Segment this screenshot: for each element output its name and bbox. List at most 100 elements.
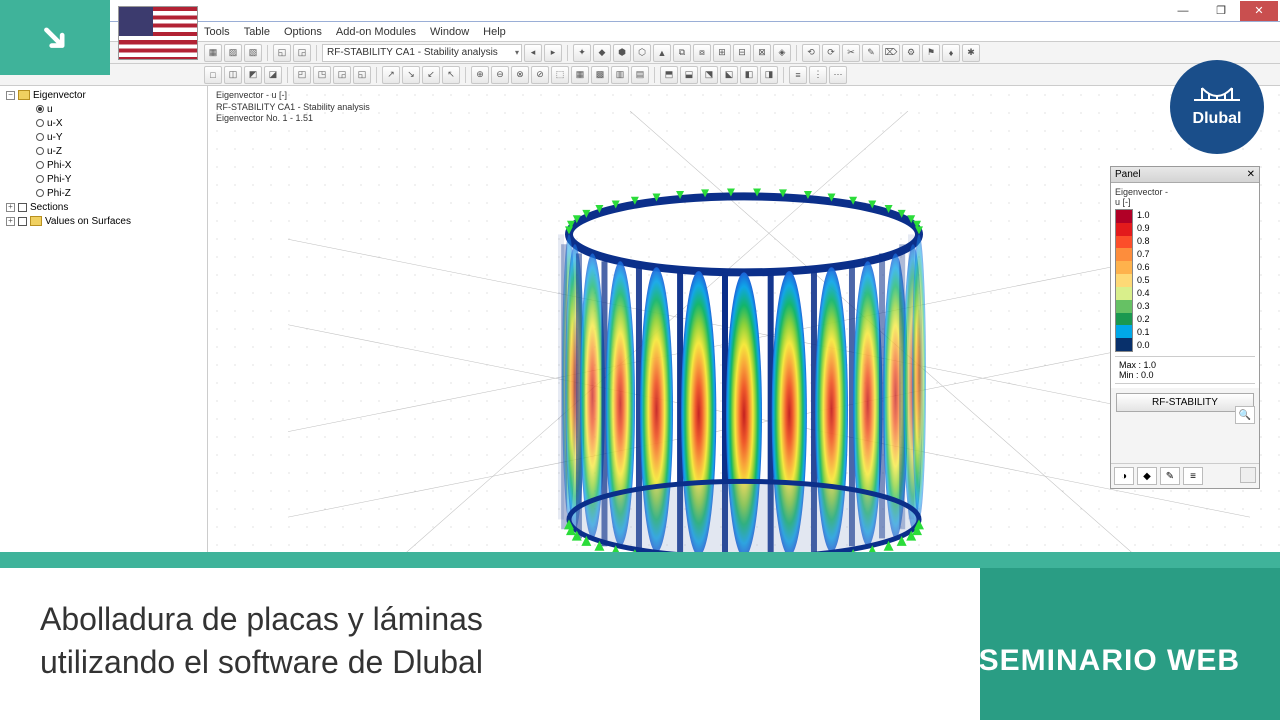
toolbar-button[interactable]: ⬕ — [720, 66, 738, 84]
toolbar-button[interactable]: ↗ — [382, 66, 400, 84]
menu-help[interactable]: Help — [483, 26, 506, 38]
toolbar-button[interactable]: ◲ — [293, 44, 311, 62]
panel-foot-button[interactable]: ✎ — [1160, 467, 1180, 485]
toolbar-button[interactable]: ◂ — [524, 44, 542, 62]
toolbar-button[interactable]: ◪ — [264, 66, 282, 84]
panel-foot-button[interactable]: ≡ — [1183, 467, 1203, 485]
tree-node-values[interactable]: + Values on Surfaces — [2, 214, 205, 228]
toolbar-button[interactable]: ⌦ — [882, 44, 900, 62]
expand-icon[interactable]: + — [6, 203, 15, 212]
toolbar-button[interactable]: ▨ — [224, 44, 242, 62]
menu-tools[interactable]: Tools — [204, 26, 230, 38]
toolbar-button[interactable]: ▤ — [631, 66, 649, 84]
toolbar-button[interactable]: ⊘ — [531, 66, 549, 84]
collapse-icon[interactable]: − — [6, 91, 15, 100]
window-maximize-button[interactable]: ❐ — [1202, 1, 1240, 21]
toolbar-button[interactable]: ◆ — [593, 44, 611, 62]
toolbar-button[interactable]: ▦ — [571, 66, 589, 84]
panel-foot-button[interactable]: ◆ — [1137, 467, 1157, 485]
toolbar-button[interactable]: ⬡ — [633, 44, 651, 62]
menu-window[interactable]: Window — [430, 26, 469, 38]
rf-stability-button[interactable]: RF-STABILITY — [1116, 393, 1254, 412]
panel-resize-grip[interactable] — [1240, 467, 1256, 483]
toolbar-button[interactable]: ⊗ — [511, 66, 529, 84]
panel-close-icon[interactable]: ✕ — [1247, 169, 1255, 180]
tree-item-u[interactable]: u — [2, 102, 205, 116]
toolbar-button[interactable]: ⊠ — [753, 44, 771, 62]
radio-icon[interactable] — [36, 161, 44, 169]
tree-item-ux[interactable]: u-X — [2, 116, 205, 130]
window-minimize-button[interactable]: — — [1164, 1, 1202, 21]
toolbar-button[interactable]: ◨ — [760, 66, 778, 84]
menu-table[interactable]: Table — [244, 26, 270, 38]
menu-addon-modules[interactable]: Add-on Modules — [336, 26, 416, 38]
legend-minmax: Max : 1.0 Min : 0.0 — [1115, 356, 1255, 384]
toolbar-button[interactable]: ✂ — [842, 44, 860, 62]
toolbar-button[interactable]: ◰ — [293, 66, 311, 84]
radio-icon[interactable] — [36, 133, 44, 141]
window-close-button[interactable]: ✕ — [1240, 1, 1278, 21]
toolbar-button[interactable]: ↘ — [402, 66, 420, 84]
toolbar-button[interactable]: ◱ — [353, 66, 371, 84]
toolbar-button[interactable]: ◱ — [273, 44, 291, 62]
tree-item-uz[interactable]: u-Z — [2, 144, 205, 158]
tree-item-phix[interactable]: Phi-X — [2, 158, 205, 172]
toolbar-button[interactable]: ⟳ — [822, 44, 840, 62]
radio-icon[interactable] — [36, 105, 44, 113]
toolbar-button[interactable]: ⊞ — [713, 44, 731, 62]
toolbar-button[interactable]: ▲ — [653, 44, 671, 62]
toolbar-button[interactable]: ◫ — [224, 66, 242, 84]
toolbar-button[interactable]: ⬢ — [613, 44, 631, 62]
toolbar-button[interactable]: ⬒ — [660, 66, 678, 84]
toolbar-button[interactable]: ⧇ — [693, 44, 711, 62]
toolbar-button[interactable]: ▦ — [204, 44, 222, 62]
tree-item-uy[interactable]: u-Y — [2, 130, 205, 144]
radio-icon[interactable] — [36, 147, 44, 155]
checkbox-icon[interactable] — [18, 203, 27, 212]
expand-icon[interactable]: + — [6, 217, 15, 226]
tree-node-sections[interactable]: + Sections — [2, 200, 205, 214]
toolbar-button[interactable]: ⊟ — [733, 44, 751, 62]
toolbar-button[interactable]: ◧ — [740, 66, 758, 84]
toolbar-button[interactable]: ▸ — [544, 44, 562, 62]
toolbar-button[interactable]: ✱ — [962, 44, 980, 62]
toolbar-button[interactable]: ⬚ — [551, 66, 569, 84]
zoom-icon[interactable]: 🔍 — [1235, 406, 1255, 424]
toolbar-button[interactable]: ⋯ — [829, 66, 847, 84]
toolbar-button[interactable]: ⬓ — [680, 66, 698, 84]
toolbar-button[interactable]: ⊖ — [491, 66, 509, 84]
toolbar-button[interactable]: ▩ — [591, 66, 609, 84]
panel-foot-button[interactable]: ◑ — [1114, 467, 1134, 485]
toolbar-button[interactable]: ◈ — [773, 44, 791, 62]
toolbar-button[interactable]: ♦ — [942, 44, 960, 62]
radio-icon[interactable] — [36, 189, 44, 197]
toolbar-button[interactable]: ⚙ — [902, 44, 920, 62]
toolbar-button[interactable]: ✎ — [862, 44, 880, 62]
checkbox-icon[interactable] — [18, 217, 27, 226]
toolbar-button[interactable]: ⟲ — [802, 44, 820, 62]
toolbar-button[interactable]: ↙ — [422, 66, 440, 84]
toolbar-button[interactable]: ◩ — [244, 66, 262, 84]
tree-item-phiy[interactable]: Phi-Y — [2, 172, 205, 186]
toolbar-button[interactable]: ↖ — [442, 66, 460, 84]
radio-icon[interactable] — [36, 175, 44, 183]
viewport-header: Eigenvector - u [-] RF-STABILITY CA1 - S… — [216, 90, 370, 125]
toolbar-button[interactable]: ▧ — [244, 44, 262, 62]
toolbar-button[interactable]: ▥ — [611, 66, 629, 84]
radio-icon[interactable] — [36, 119, 44, 127]
toolbar-button[interactable]: ⧉ — [673, 44, 691, 62]
tree-node-eigenvector[interactable]: − Eigenvector — [2, 88, 205, 102]
toolbar-button[interactable]: ⚑ — [922, 44, 940, 62]
toolbar-button[interactable]: ✦ — [573, 44, 591, 62]
toolbar-button[interactable]: ◲ — [333, 66, 351, 84]
toolbar-button[interactable]: ⋮ — [809, 66, 827, 84]
color-legend: 1.00.90.80.70.60.50.40.30.20.10.0 — [1115, 209, 1255, 352]
toolbar-button[interactable]: ⊕ — [471, 66, 489, 84]
analysis-combo[interactable]: RF-STABILITY CA1 - Stability analysis — [322, 44, 522, 62]
toolbar-button[interactable]: ≡ — [789, 66, 807, 84]
toolbar-button[interactable]: □ — [204, 66, 222, 84]
toolbar-button[interactable]: ◳ — [313, 66, 331, 84]
tree-item-phiz[interactable]: Phi-Z — [2, 186, 205, 200]
toolbar-button[interactable]: ⬔ — [700, 66, 718, 84]
menu-options[interactable]: Options — [284, 26, 322, 38]
